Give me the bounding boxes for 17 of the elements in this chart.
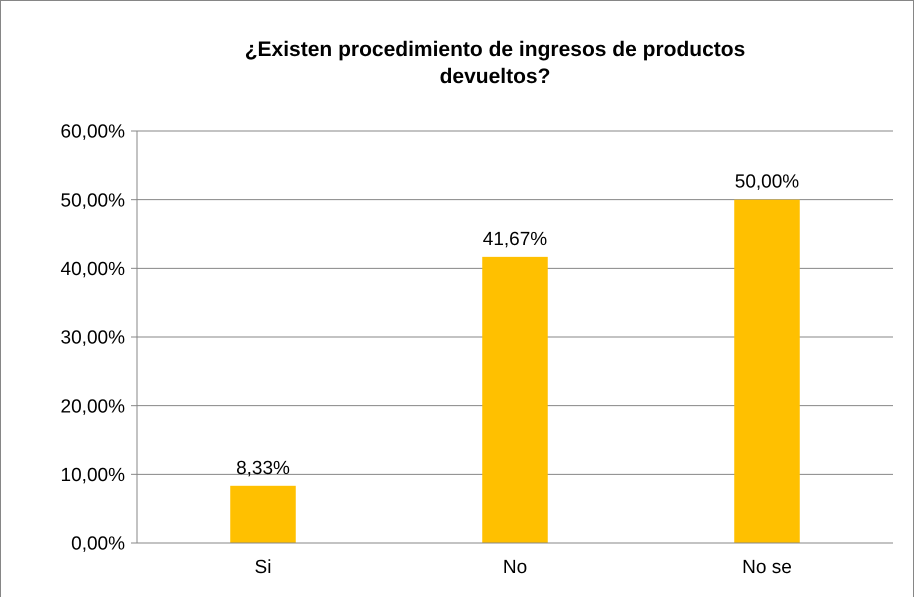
data-label: 8,33% [236, 458, 290, 479]
y-tick-label: 10,00% [60, 464, 126, 486]
y-tick-label: 40,00% [60, 258, 126, 280]
y-tick-label: 50,00% [60, 190, 126, 212]
bar [482, 256, 548, 543]
x-tick-label: No se [742, 557, 792, 578]
y-tick-label: 60,00% [60, 122, 126, 143]
y-tick-label: 30,00% [60, 328, 126, 349]
x-tick-label: Si [254, 557, 272, 578]
data-label: 41,67% [482, 228, 548, 250]
bar [230, 486, 296, 543]
bar [734, 200, 800, 543]
y-tick-label: 0,00% [71, 534, 126, 555]
data-label: 50,00% [734, 172, 800, 193]
x-tick-label: No [502, 557, 528, 578]
chart-title: ¿Existen procedimiento de ingresos de productos devueltos? [244, 38, 746, 88]
y-tick-label: 20,00% [60, 396, 126, 418]
